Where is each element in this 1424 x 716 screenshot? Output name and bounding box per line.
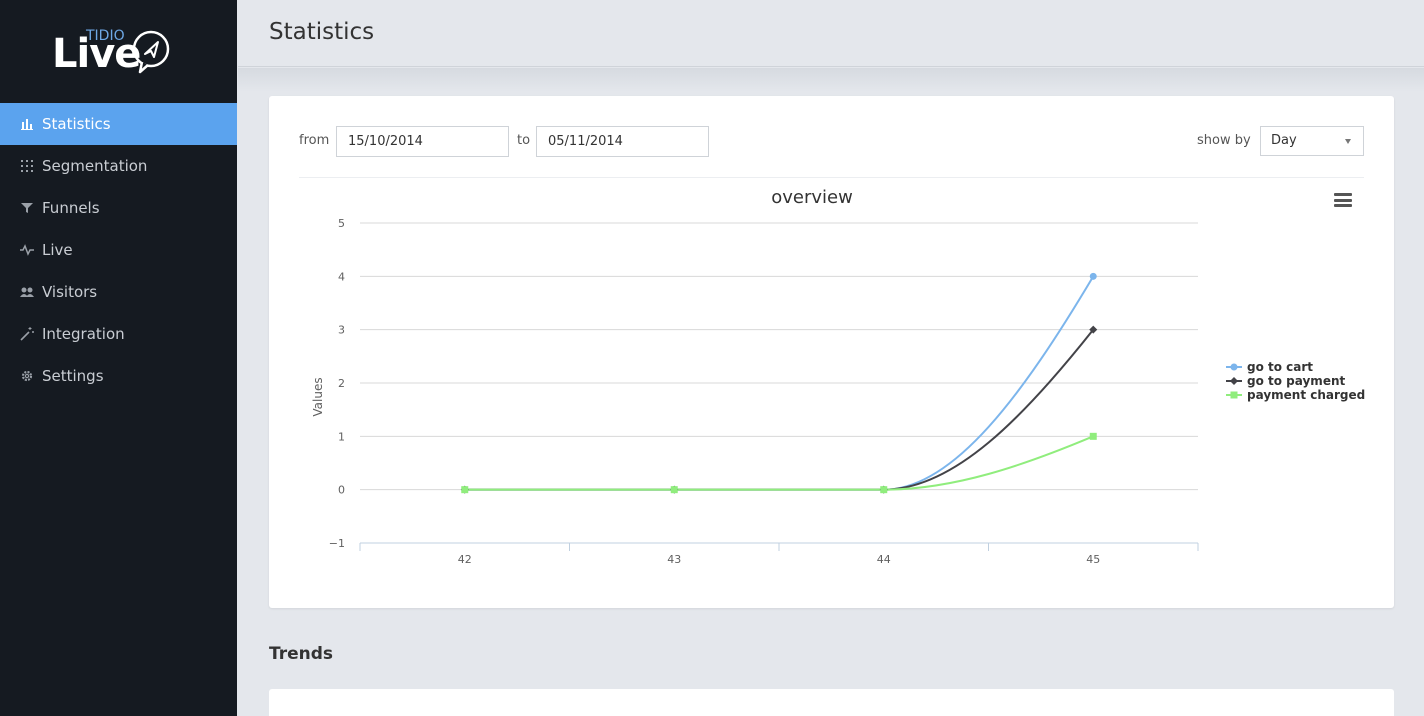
x-tick-label: 44 xyxy=(877,553,891,566)
pulse-icon xyxy=(20,243,34,257)
x-tick-label: 45 xyxy=(1086,553,1100,566)
overview-panel: from 15/10/2014 to 05/11/2014 show by Da… xyxy=(269,96,1394,608)
sidebar: Live TIDIO Statistics Segmentation Funne… xyxy=(0,0,237,716)
funnel-icon xyxy=(20,201,34,215)
legend-label: go to cart xyxy=(1247,360,1313,374)
sidebar-item-label: Segmentation xyxy=(42,157,148,175)
series-line-2 xyxy=(464,435,1094,491)
tidio-live-logo[interactable]: Live TIDIO xyxy=(52,28,182,78)
data-point xyxy=(1089,432,1097,440)
y-tick-label: 1 xyxy=(338,430,345,443)
y-tick-label: 0 xyxy=(338,484,345,497)
y-tick-label: 3 xyxy=(338,324,345,337)
users-icon xyxy=(20,285,34,299)
trends-title: Trends xyxy=(269,644,334,664)
sidebar-item-label: Integration xyxy=(42,325,125,343)
magic-wand-icon xyxy=(20,327,34,341)
series-line-1 xyxy=(464,329,1095,491)
chart-title: overview xyxy=(771,187,853,208)
sidebar-item-label: Live xyxy=(42,241,73,259)
trends-panel xyxy=(269,689,1394,716)
y-tick-label: −1 xyxy=(329,537,345,550)
chart-menu-icon[interactable] xyxy=(1334,193,1352,207)
page-title: Statistics xyxy=(269,19,375,45)
x-tick-label: 43 xyxy=(667,553,681,566)
show-by-value: Day xyxy=(1271,133,1297,148)
show-by-label: show by xyxy=(1197,133,1251,148)
sidebar-item-funnels[interactable]: Funnels xyxy=(0,187,237,229)
to-date-input[interactable]: 05/11/2014 xyxy=(536,126,709,157)
page-header: Statistics xyxy=(238,0,1424,67)
data-point xyxy=(461,486,469,494)
legend-marker xyxy=(1230,391,1238,399)
sidebar-item-label: Visitors xyxy=(42,283,98,301)
grid-dots-icon xyxy=(20,159,34,173)
from-date-input[interactable]: 15/10/2014 xyxy=(336,126,509,157)
sidebar-item-visitors[interactable]: Visitors xyxy=(0,271,237,313)
gear-icon xyxy=(20,369,34,383)
header-shadow xyxy=(238,68,1424,92)
chevron-down-icon xyxy=(1345,139,1351,144)
paper-plane-bubble-icon xyxy=(132,30,170,74)
logo-live-text: Live xyxy=(52,31,141,77)
legend-label: go to payment xyxy=(1247,374,1345,388)
sidebar-item-statistics[interactable]: Statistics xyxy=(0,103,237,145)
x-tick-label: 42 xyxy=(458,553,472,566)
sidebar-item-settings[interactable]: Settings xyxy=(0,355,237,397)
to-label: to xyxy=(517,133,531,148)
show-by-select[interactable]: Day xyxy=(1260,126,1364,156)
sidebar-item-label: Funnels xyxy=(42,199,100,217)
bar-chart-icon xyxy=(20,117,34,131)
sidebar-item-live[interactable]: Live xyxy=(0,229,237,271)
y-tick-label: 4 xyxy=(338,270,345,283)
legend-marker xyxy=(1230,377,1238,385)
legend-label: payment charged xyxy=(1247,388,1365,402)
data-point xyxy=(670,486,678,494)
from-label: from xyxy=(299,133,330,148)
y-tick-label: 2 xyxy=(338,377,345,390)
data-point xyxy=(1089,272,1097,280)
sidebar-item-label: Statistics xyxy=(42,115,111,133)
logo-tidio-text: TIDIO xyxy=(86,28,125,44)
data-point xyxy=(1089,325,1098,334)
y-tick-label: 5 xyxy=(338,217,345,230)
divider xyxy=(299,177,1364,178)
legend-marker xyxy=(1230,363,1238,371)
sidebar-item-label: Settings xyxy=(42,367,104,385)
sidebar-item-integration[interactable]: Integration xyxy=(0,313,237,355)
sidebar-nav: Statistics Segmentation Funnels Live Vis… xyxy=(0,103,237,397)
data-point xyxy=(880,486,888,494)
y-axis-label: Values xyxy=(311,377,325,416)
sidebar-item-segmentation[interactable]: Segmentation xyxy=(0,145,237,187)
